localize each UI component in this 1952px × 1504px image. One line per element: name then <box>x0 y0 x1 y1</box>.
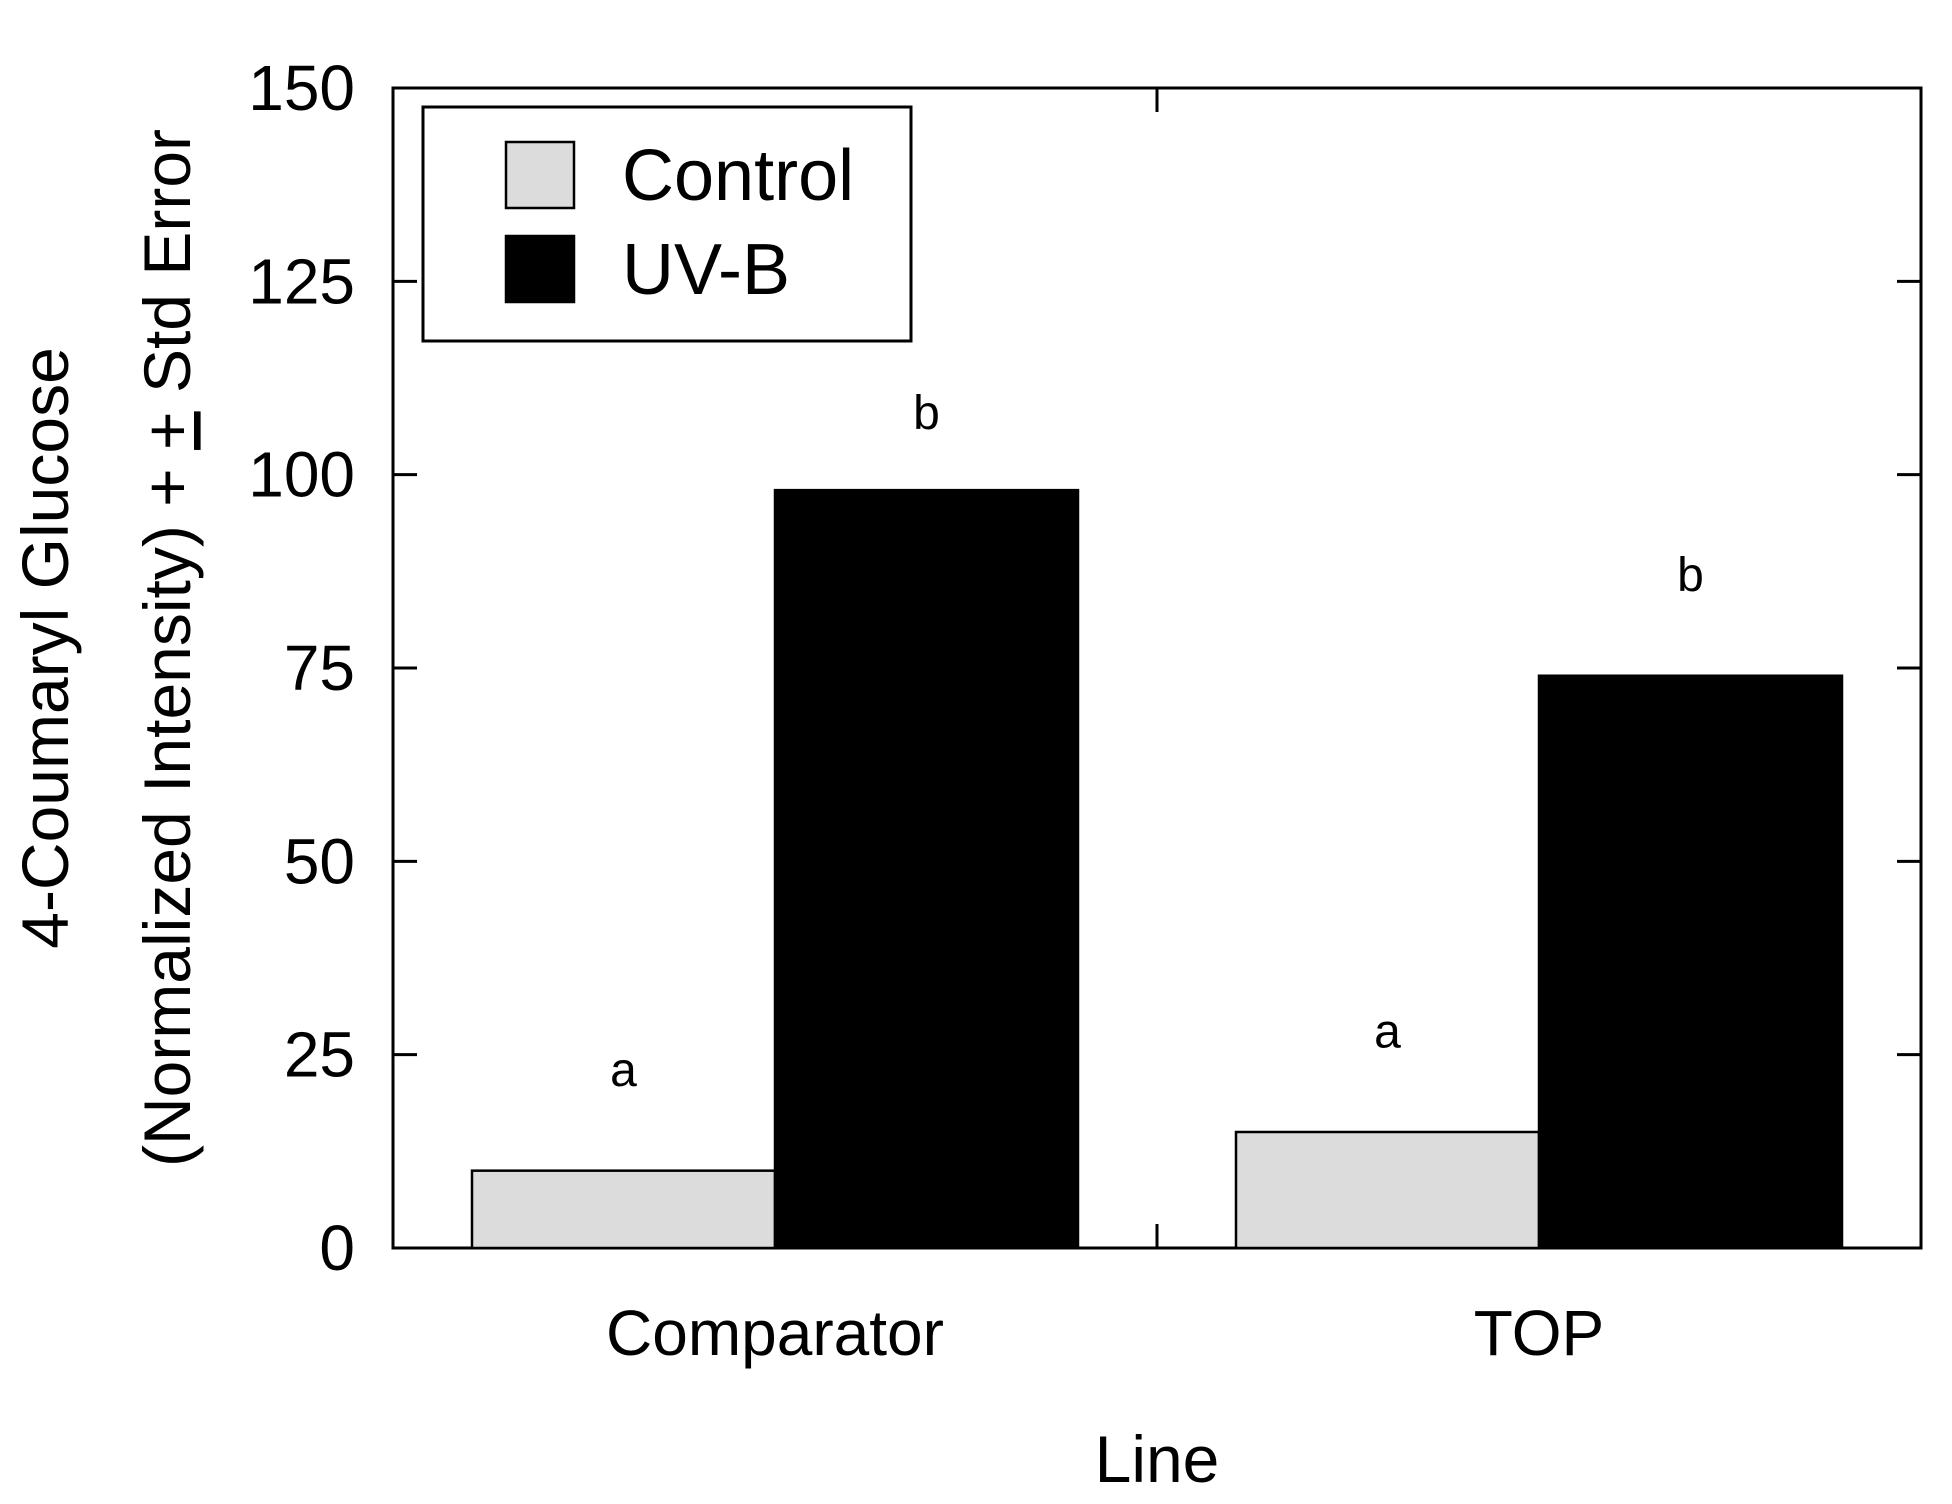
significance-letter-comparator-uv-b: b <box>913 387 940 440</box>
plus-minus-symbol: + <box>130 411 204 450</box>
y-tick-label-100: 100 <box>248 439 355 511</box>
bars-group <box>470 488 1844 1250</box>
y-tick-label-0: 0 <box>319 1212 355 1284</box>
bar-top-uv-b <box>1537 674 1844 1250</box>
y-axis-title-line-1: 4-Coumaryl Glucose <box>8 347 82 949</box>
bar-comparator-uv-b <box>773 488 1080 1250</box>
legend-box <box>421 105 913 343</box>
x-category-label-comparator: Comparator <box>606 1297 944 1369</box>
y-tick-label-25: 25 <box>284 1019 355 1091</box>
legend-label-control: Control <box>622 136 854 216</box>
significance-letter-top-uv-b: b <box>1677 549 1704 602</box>
y-axis-title-line-2: (Normalized Intensity) + + Std Error <box>130 129 204 1167</box>
y-tick-label-125: 125 <box>248 245 355 317</box>
y-axis-title-prefix: (Normalized Intensity) + <box>130 450 204 1167</box>
y-axis-title: 4-Coumaryl Glucose (Normalized Intensity… <box>8 129 204 1167</box>
legend-items: Control UV-B <box>504 136 854 310</box>
x-category-label-top: TOP <box>1474 1297 1604 1369</box>
significance-letter-top-control: a <box>1374 1005 1401 1058</box>
y-tick-label-50: 50 <box>284 825 355 897</box>
legend-label-uv-b: UV-B <box>622 230 790 310</box>
y-axis-title-suffix: Std Error <box>130 129 204 411</box>
significance-letters: a b a b <box>610 387 1704 1097</box>
x-axis-title: Line <box>1095 1422 1220 1496</box>
legend-swatch-uv-b <box>504 234 576 304</box>
y-axis-ticks: 0 25 50 75 100 125 150 <box>248 52 1921 1284</box>
significance-letter-comparator-control: a <box>610 1044 637 1097</box>
bar-comparator-control <box>470 1169 777 1250</box>
bar-top-control <box>1234 1130 1541 1250</box>
legend-swatch-control <box>504 140 576 210</box>
y-tick-label-75: 75 <box>284 632 355 704</box>
x-axis-ticks: Comparator TOP <box>606 88 1604 1369</box>
legend: Control UV-B <box>421 105 913 343</box>
y-tick-label-150: 150 <box>248 52 355 124</box>
